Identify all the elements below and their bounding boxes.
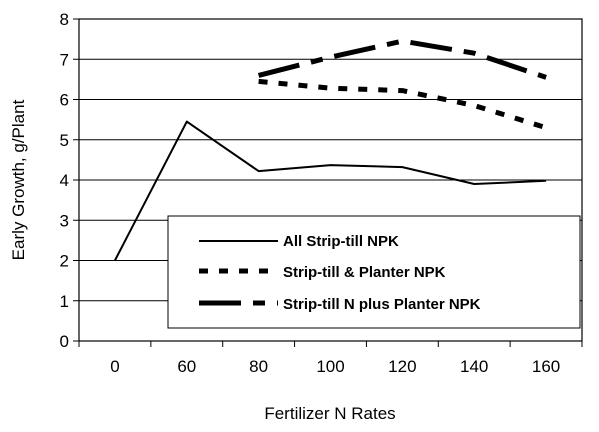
series-line-3 [257,38,547,80]
y-tick-label: 8 [60,10,69,29]
y-tick-label: 5 [60,131,69,150]
legend-box [167,215,581,329]
x-tick-labels: 0 60 80 100 120 140 160 [110,357,560,376]
y-tick-label: 0 [60,332,69,351]
x-tick-label: 160 [532,357,560,376]
y-tick-label: 3 [60,211,69,230]
series-lines [114,38,547,261]
x-tick-label: 80 [249,357,268,376]
y-tick-label: 6 [60,91,69,110]
y-tick-label: 1 [60,292,69,311]
legend-label-series-1: All Strip-till NPK [283,233,399,250]
x-tick-label: 100 [316,357,344,376]
x-axis-title: Fertilizer N Rates [264,404,395,423]
series-line-1 [114,120,547,261]
series-line-2 [258,78,547,131]
x-tick-label: 140 [460,357,488,376]
axis-ticks [73,18,583,347]
y-tick-label: 2 [60,252,69,271]
y-tick-labels: 0 1 2 3 4 5 6 7 8 [60,10,69,351]
legend-label-series-2: Strip-till & Planter NPK [283,264,446,281]
y-tick-label: 4 [60,171,69,190]
y-tick-label: 7 [60,50,69,69]
x-tick-label: 60 [177,357,196,376]
y-axis-title: Early Growth, g/Plant [9,99,28,260]
legend: All Strip-till NPK Strip-till & Planter … [167,215,581,329]
legend-label-series-3: Strip-till N plus Planter NPK [283,296,481,313]
x-tick-label: 120 [388,357,416,376]
x-tick-label: 0 [110,357,119,376]
